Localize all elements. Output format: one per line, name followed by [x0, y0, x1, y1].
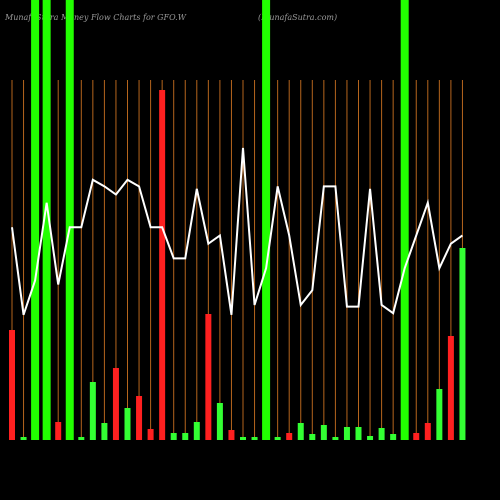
- bar: [42, 0, 51, 440]
- bar: [297, 423, 304, 440]
- chart-title: MunafaSutra Money Flow Charts for GFO.W: [4, 13, 187, 22]
- bar: [251, 437, 258, 440]
- bar: [286, 433, 293, 440]
- bar: [436, 389, 443, 440]
- bar: [193, 422, 200, 440]
- bar: [101, 423, 108, 440]
- bar: [262, 0, 271, 440]
- money-flow-line: [11, 147, 464, 316]
- bar: [124, 408, 131, 440]
- bar: [65, 0, 74, 440]
- bar: [320, 425, 327, 440]
- bar: [400, 0, 409, 440]
- chart-subtitle: (MunafaSutra.com): [258, 13, 337, 22]
- bar: [182, 433, 189, 440]
- bar: [31, 0, 40, 440]
- bar: [9, 330, 15, 440]
- bar: [424, 423, 431, 440]
- bar: [228, 430, 235, 440]
- bar: [78, 437, 85, 440]
- bar: [274, 437, 281, 440]
- bar: [55, 422, 62, 440]
- bar: [136, 396, 143, 440]
- bar: [89, 382, 96, 440]
- bar: [355, 427, 362, 440]
- bar: [309, 434, 316, 440]
- bar: [332, 437, 339, 440]
- bar: [390, 434, 397, 440]
- bar: [20, 437, 27, 440]
- bar: [147, 429, 154, 440]
- bar: [216, 403, 223, 440]
- bar: [459, 248, 466, 440]
- bar: [413, 433, 420, 440]
- bar: [170, 433, 177, 440]
- bar: [240, 437, 246, 440]
- bar: [343, 427, 350, 440]
- bar: [447, 336, 454, 440]
- bar: [205, 314, 212, 440]
- bar: [378, 428, 385, 440]
- bar: [159, 90, 166, 440]
- bar: [367, 436, 374, 440]
- bar: [112, 368, 119, 440]
